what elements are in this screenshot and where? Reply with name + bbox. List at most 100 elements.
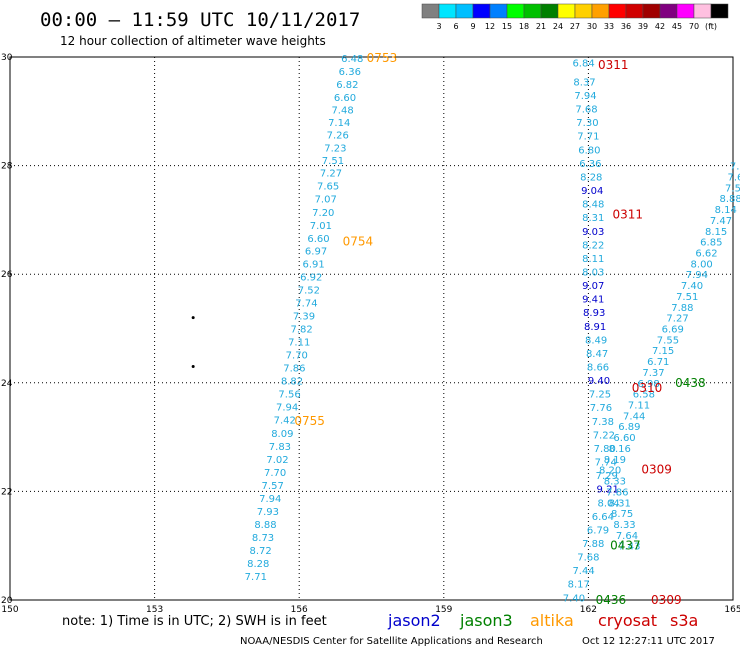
scale-swatch xyxy=(710,3,729,19)
swh-value-label: 6.64 xyxy=(592,512,614,523)
x-tick-label: 162 xyxy=(580,605,597,615)
swh-value-label: 7.44 xyxy=(623,411,645,422)
swh-value-label: 8.48 xyxy=(582,200,604,211)
credit-org: NOAA/NESDIS Center for Satellite Applica… xyxy=(240,636,543,647)
color-scale-legend: 3 6 9 12 15 18 21 24 27 30 33 36 39 42 45 70 (ft) xyxy=(421,3,729,31)
swh-value-label: 7.30 xyxy=(576,118,598,129)
scale-swatch xyxy=(591,3,610,19)
swh-value-label: 7.68 xyxy=(577,553,599,564)
data-dot xyxy=(191,365,195,369)
swh-value-label: 7.43 xyxy=(618,542,640,553)
swh-value-label: 8.37 xyxy=(573,77,595,88)
swh-value-label: 7.51 xyxy=(322,156,344,167)
swh-value-label: 7.23 xyxy=(324,144,346,155)
scale-swatch xyxy=(540,3,559,19)
scale-label: 39 xyxy=(638,22,648,31)
scale-swatch xyxy=(642,3,661,19)
swh-value-label: 7.11 xyxy=(628,401,650,412)
swh-value-label: 8.49 xyxy=(585,335,607,346)
swh-value-label: 7.74 xyxy=(295,298,317,309)
swh-value-label: 7.71 xyxy=(245,572,267,583)
series-s3a: 7.27.67.58.888.147.478.156.856.628.007.9… xyxy=(599,162,740,553)
swh-value-label: 7.15 xyxy=(652,346,674,357)
y-tick-label: 24 xyxy=(1,379,13,389)
swh-value-label: 6.80 xyxy=(578,145,600,156)
swh-value-label: 6.48 xyxy=(341,54,363,65)
legend-jason2: jason2 xyxy=(387,611,441,630)
swh-value-label: 8.72 xyxy=(250,546,272,557)
axis-ticks: 150 153 156 159 162 165 20 22 24 26 28 30 xyxy=(1,53,740,615)
swh-value-label: 8.31 xyxy=(609,498,631,509)
series-altika: 6.48 6.36 6.82 6.60 7.487.14 7.26 7.237.51 7.27… xyxy=(245,54,364,583)
scale-label: 36 xyxy=(621,22,631,31)
swh-value-label: 8.88 xyxy=(719,194,740,205)
scale-label: 30 xyxy=(587,22,597,31)
swh-value-label: 6.36 xyxy=(579,159,601,170)
swh-value-label: 8.20 xyxy=(599,466,621,477)
swh-value-label: 9.41 xyxy=(582,295,604,306)
swh-value-label: 8.75 xyxy=(611,509,633,520)
y-tick-label: 30 xyxy=(1,53,13,63)
pass-time-label: 0754 xyxy=(343,235,374,249)
scale-swatch xyxy=(421,3,440,19)
scale-label: 18 xyxy=(519,22,529,31)
swh-value-label: 7.55 xyxy=(657,335,679,346)
swh-value-label: 6.97 xyxy=(305,246,327,257)
swh-value-label: 7.20 xyxy=(312,208,334,219)
swh-value-label: 6.89 xyxy=(618,422,640,433)
scale-label: 3 xyxy=(436,22,441,31)
scale-swatch xyxy=(438,3,457,19)
swh-value-label: 6.60 xyxy=(307,234,329,245)
plot-frame xyxy=(9,56,734,601)
swh-value-label: 8.66 xyxy=(587,363,609,374)
x-tick-label: 150 xyxy=(1,605,18,615)
x-tick-label: 159 xyxy=(435,605,452,615)
swh-value-label: 8.93 xyxy=(583,308,605,319)
swh-value-label: 7.88 xyxy=(582,539,604,550)
pass-time-label: 0310 xyxy=(632,381,663,395)
swh-value-label: 7.57 xyxy=(262,481,284,492)
swh-value-label: 7.56 xyxy=(278,390,300,401)
swh-value-label: 7.70 xyxy=(286,351,308,362)
swh-value-label: 7.42 xyxy=(274,416,296,427)
swh-value-label: 6.85 xyxy=(700,238,722,249)
swh-value-label: 8.82 xyxy=(281,377,303,388)
scale-label: 12 xyxy=(485,22,495,31)
swh-value-label: 6.84 xyxy=(572,58,594,69)
y-tick-label: 22 xyxy=(1,487,12,497)
swh-value-label: 9.40 xyxy=(588,376,610,387)
pass-time-label: 0436 xyxy=(596,593,627,607)
data-dot xyxy=(191,316,195,320)
swh-value-label: 6.71 xyxy=(647,357,669,368)
scale-swatch xyxy=(455,3,474,19)
pass-time-label: 0437 xyxy=(610,539,641,553)
swh-value-label: 7.88 xyxy=(671,303,693,314)
swh-value-label: 9.03 xyxy=(582,227,604,238)
swh-value-label: 6.62 xyxy=(695,248,717,259)
swh-value-label: 8.17 xyxy=(568,580,590,591)
swh-value-label: 7.6 xyxy=(727,172,740,183)
swh-value-label: 7.74 xyxy=(595,458,617,469)
y-tick-label: 20 xyxy=(1,596,13,606)
y-tick-label: 28 xyxy=(1,162,13,172)
scale-swatch xyxy=(625,3,644,19)
swh-value-label: 7.2 xyxy=(730,162,740,173)
swh-value-label: 8.31 xyxy=(582,213,604,224)
pass-time-label: 0309 xyxy=(641,463,672,477)
data-marks: 6.486.366.826.607.487.147.267.237.517.27… xyxy=(191,54,740,604)
swh-value-label: 7.71 xyxy=(577,132,599,143)
pass-time-label: 0755 xyxy=(294,414,325,428)
scale-label: 24 xyxy=(553,22,563,31)
chart-subtitle: 12 hour collection of altimeter wave hei… xyxy=(60,34,326,48)
swh-value-label: 7.94 xyxy=(259,494,281,505)
swh-value-label: 6.36 xyxy=(339,67,361,78)
swh-value-label: 8.22 xyxy=(582,240,604,251)
scale-swatch xyxy=(557,3,576,19)
x-tick-label: 165 xyxy=(724,605,740,615)
swh-value-label: 7.25 xyxy=(589,390,611,401)
units-note: note: 1) Time is in UTC; 2) SWH is in fe… xyxy=(62,614,327,629)
pass-time-label: 0311 xyxy=(613,207,644,221)
satellite-legend: jason2 jason3 altika cryosat s3a xyxy=(387,611,698,630)
